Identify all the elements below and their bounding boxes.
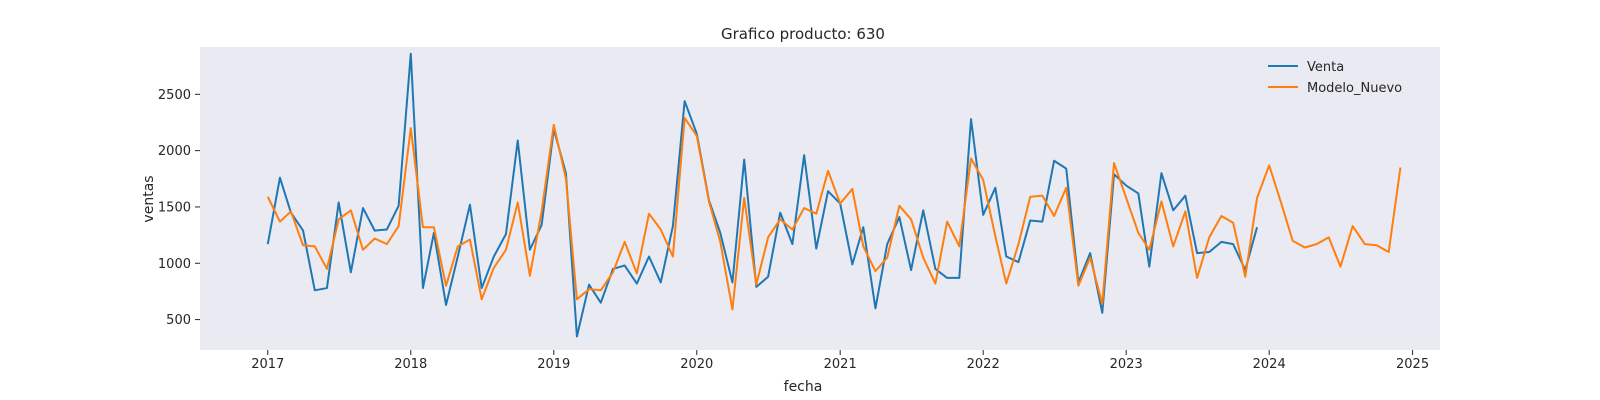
y-axis: 500 1000 1500 2000 2500	[158, 88, 200, 328]
legend-label: Modelo_Nuevo	[1307, 81, 1402, 96]
x-tick-label: 2021	[824, 357, 857, 372]
x-tick-label: 2018	[394, 357, 427, 372]
x-tick-label: 2019	[537, 357, 570, 372]
x-tick-label: 2025	[1396, 357, 1429, 372]
x-tick-label: 2020	[680, 357, 713, 372]
series-layer	[266, 52, 1402, 338]
x-tick-label: 2022	[967, 357, 1000, 372]
chart-title: Grafico producto: 630	[721, 25, 885, 43]
y-tick-label: 500	[166, 313, 191, 328]
legend-label: Venta	[1307, 60, 1344, 75]
y-tick-label: 1000	[158, 257, 191, 272]
x-axis: 2017 2018 2019 2020 2021 2022 2023 2024 2025	[251, 350, 1429, 372]
y-tick-label: 1500	[158, 200, 191, 215]
legend: Venta Modelo_Nuevo	[1268, 60, 1402, 96]
x-tick-label: 2023	[1110, 357, 1143, 372]
x-tick-label: 2017	[251, 357, 284, 372]
y-tick-label: 2000	[158, 144, 191, 159]
x-tick-label: 2024	[1253, 357, 1286, 372]
y-axis-title: ventas	[141, 175, 157, 222]
y-tick-label: 2500	[158, 88, 191, 103]
x-axis-title: fecha	[784, 379, 823, 395]
series-line-modelo-nuevo	[266, 116, 1402, 311]
